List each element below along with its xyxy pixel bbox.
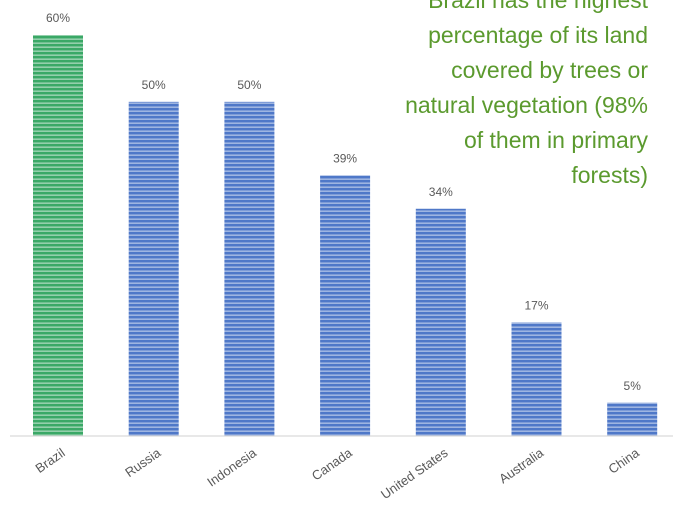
- value-label: 60%: [46, 11, 70, 25]
- annotation: percentage of its land: [428, 22, 648, 48]
- bar: [415, 208, 466, 436]
- value-label: 34%: [429, 185, 453, 199]
- value-label: 5%: [624, 379, 642, 393]
- x-tick-label: Australia: [496, 445, 547, 487]
- bar: [224, 101, 275, 436]
- value-label: 50%: [142, 78, 166, 92]
- x-tick-label: Russia: [122, 445, 164, 481]
- annotation: of them in primary: [464, 127, 649, 153]
- annotation: Brazil has the highest: [428, 0, 649, 13]
- bar: [511, 322, 562, 436]
- bar: [33, 35, 83, 436]
- bar: [128, 101, 179, 436]
- x-tick-label: Brazil: [32, 445, 67, 476]
- annotation: covered by trees or: [451, 57, 648, 83]
- x-tick-label: United States: [378, 445, 451, 502]
- x-tick-label: China: [605, 445, 642, 477]
- value-label: 50%: [237, 78, 261, 92]
- annotation: natural vegetation (98%: [405, 92, 648, 118]
- value-label: 17%: [524, 299, 548, 313]
- x-tick-label: Canada: [309, 445, 356, 484]
- annotation: forests): [571, 162, 648, 188]
- x-tick-label: Indonesia: [204, 445, 259, 490]
- bar: [320, 175, 371, 436]
- value-label: 39%: [333, 152, 357, 166]
- bar: [607, 402, 658, 436]
